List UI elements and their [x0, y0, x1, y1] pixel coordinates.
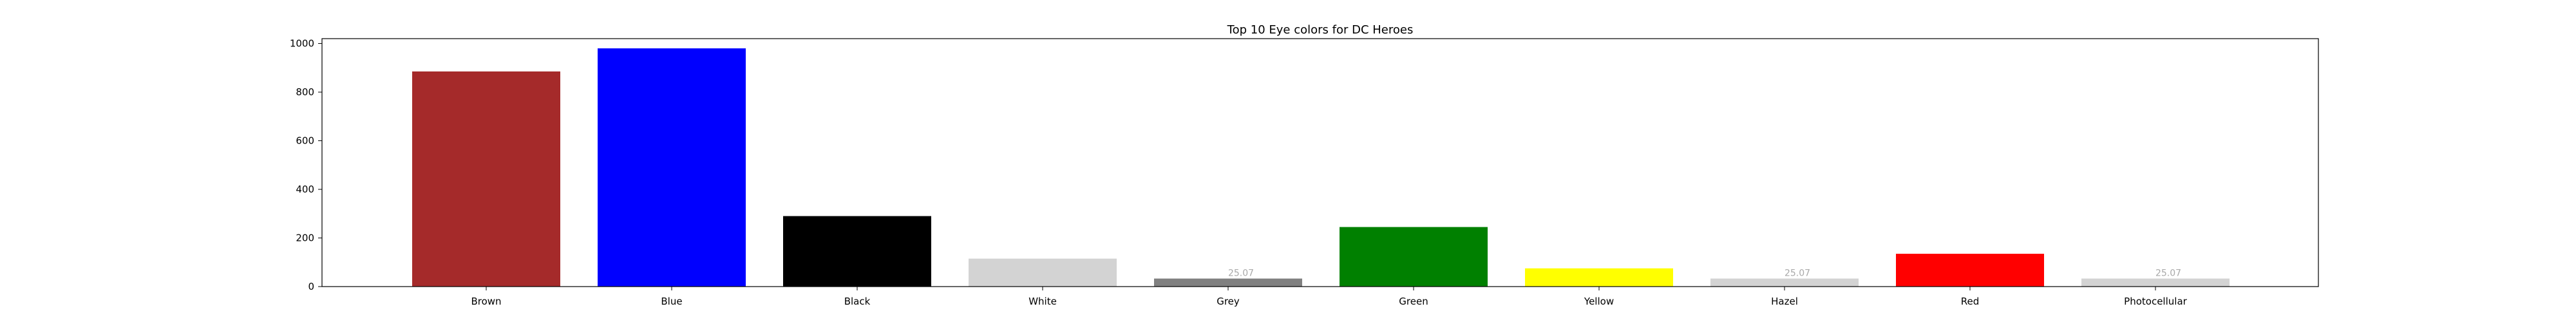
bar-green	[1340, 227, 1488, 287]
bar-hazel	[1710, 278, 1859, 287]
y-tick-label-400: 400	[296, 184, 314, 195]
x-tick-label-photocellular: Photocellular	[2124, 296, 2187, 307]
plot-frame	[321, 38, 2319, 287]
x-tick-label-yellow: Yellow	[1584, 296, 1614, 307]
bar-red	[1896, 254, 2044, 287]
data-label-grey: 25.07	[1228, 269, 1254, 279]
y-tick-label-600: 600	[296, 135, 314, 147]
bar-yellow	[1525, 268, 1673, 287]
bar-blue	[598, 48, 746, 287]
bar-white	[969, 258, 1117, 287]
chart-title: Top 10 Eye colors for DC Heroes	[1227, 23, 1414, 37]
x-tick-label-white: White	[1028, 296, 1057, 307]
x-tick-label-black: Black	[844, 296, 871, 307]
x-tick-label-grey: Grey	[1217, 296, 1240, 307]
x-tick-label-hazel: Hazel	[1771, 296, 1798, 307]
bar-black	[783, 216, 931, 287]
y-tick-label-200: 200	[296, 232, 314, 244]
x-tick-label-blue: Blue	[661, 296, 682, 307]
bar-brown	[412, 71, 560, 287]
x-tick-label-brown: Brown	[471, 296, 501, 307]
data-labels: 25.07 25.07 25.07	[1228, 269, 2181, 279]
y-axis: 0 200 400 600 800 1000	[290, 38, 322, 292]
x-tick-label-green: Green	[1399, 296, 1428, 307]
x-tick-label-red: Red	[1961, 296, 1980, 307]
bar-grey	[1154, 278, 1302, 287]
data-label-photocellular: 25.07	[2155, 269, 2181, 279]
y-tick-label-800: 800	[296, 86, 314, 98]
y-tick-label-0: 0	[308, 281, 314, 292]
y-tick-label-1000: 1000	[290, 38, 314, 50]
data-label-hazel: 25.07	[1785, 269, 1810, 279]
x-axis: Brown Blue Black White Grey Green Yellow Hazel R…	[471, 287, 2188, 307]
bar-photocellular	[2081, 278, 2230, 287]
bars-layer	[412, 48, 2230, 287]
